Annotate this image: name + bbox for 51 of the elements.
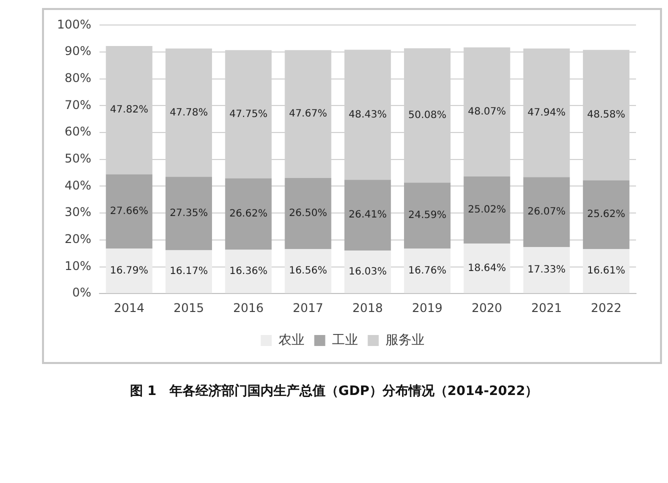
data-label: 47.67% [288,108,328,120]
legend-label: 服务业 [385,332,424,348]
x-tick-label: 2014 [114,300,144,315]
y-tick-label: 100% [56,17,92,32]
x-tick-label: 2015 [173,300,204,315]
data-label: 26.41% [348,210,387,221]
y-tick-label: 30% [64,205,92,220]
data-label: 48.07% [468,106,506,118]
data-label: 27.35% [170,208,208,220]
data-label: 27.66% [110,206,148,218]
data-label: 16.61% [587,266,626,277]
legend-label: 工业 [332,332,358,348]
data-label: 16.79% [110,265,148,276]
x-tick-label: 2016 [233,300,264,315]
y-tick-label: 60% [64,124,92,139]
data-label: 47.78% [170,107,208,118]
data-label: 26.50% [288,208,328,220]
data-label: 26.07% [527,206,566,218]
data-label: 47.94% [527,107,566,118]
x-tick-label: 2020 [472,300,502,315]
data-label: 18.64% [468,262,506,274]
data-label: 25.02% [468,204,506,216]
data-label: 47.75% [229,108,268,120]
x-tick-label: 2017 [292,300,324,315]
x-tick-label: 2018 [352,300,383,315]
data-label: 16.56% [288,266,328,277]
y-tick-label: 0% [72,286,92,300]
y-tick-label: 10% [64,258,92,273]
y-tick-label: 50% [64,152,92,166]
text: 图 1 年各经济部门国内生产总值（GDP）分布情况（2014-2022） [128,382,540,400]
y-tick-label: 40% [64,178,92,192]
x-tick-label: 2019 [412,300,443,315]
data-label: 17.33% [527,264,566,276]
data-label: 26.62% [229,208,268,220]
y-tick-label: 80% [64,71,92,86]
legend-label: 农业 [278,332,304,348]
data-label: 48.43% [348,109,387,120]
data-label: 50.08% [408,110,446,122]
y-tick-label: 90% [64,44,92,58]
x-tick-label: 2021 [531,300,562,315]
data-label: 16.17% [170,266,208,278]
data-label: 16.36% [229,266,268,277]
data-label: 16.03% [348,266,387,278]
x-tick-label: 2022 [590,300,622,315]
data-label: 25.62% [587,209,626,220]
y-tick-label: 70% [64,98,92,112]
data-label: 24.59% [408,210,446,222]
data-label: 47.82% [110,104,148,116]
data-label: 48.58% [587,110,626,121]
y-tick-label: 20% [64,232,92,246]
data-label: 16.76% [408,265,446,276]
